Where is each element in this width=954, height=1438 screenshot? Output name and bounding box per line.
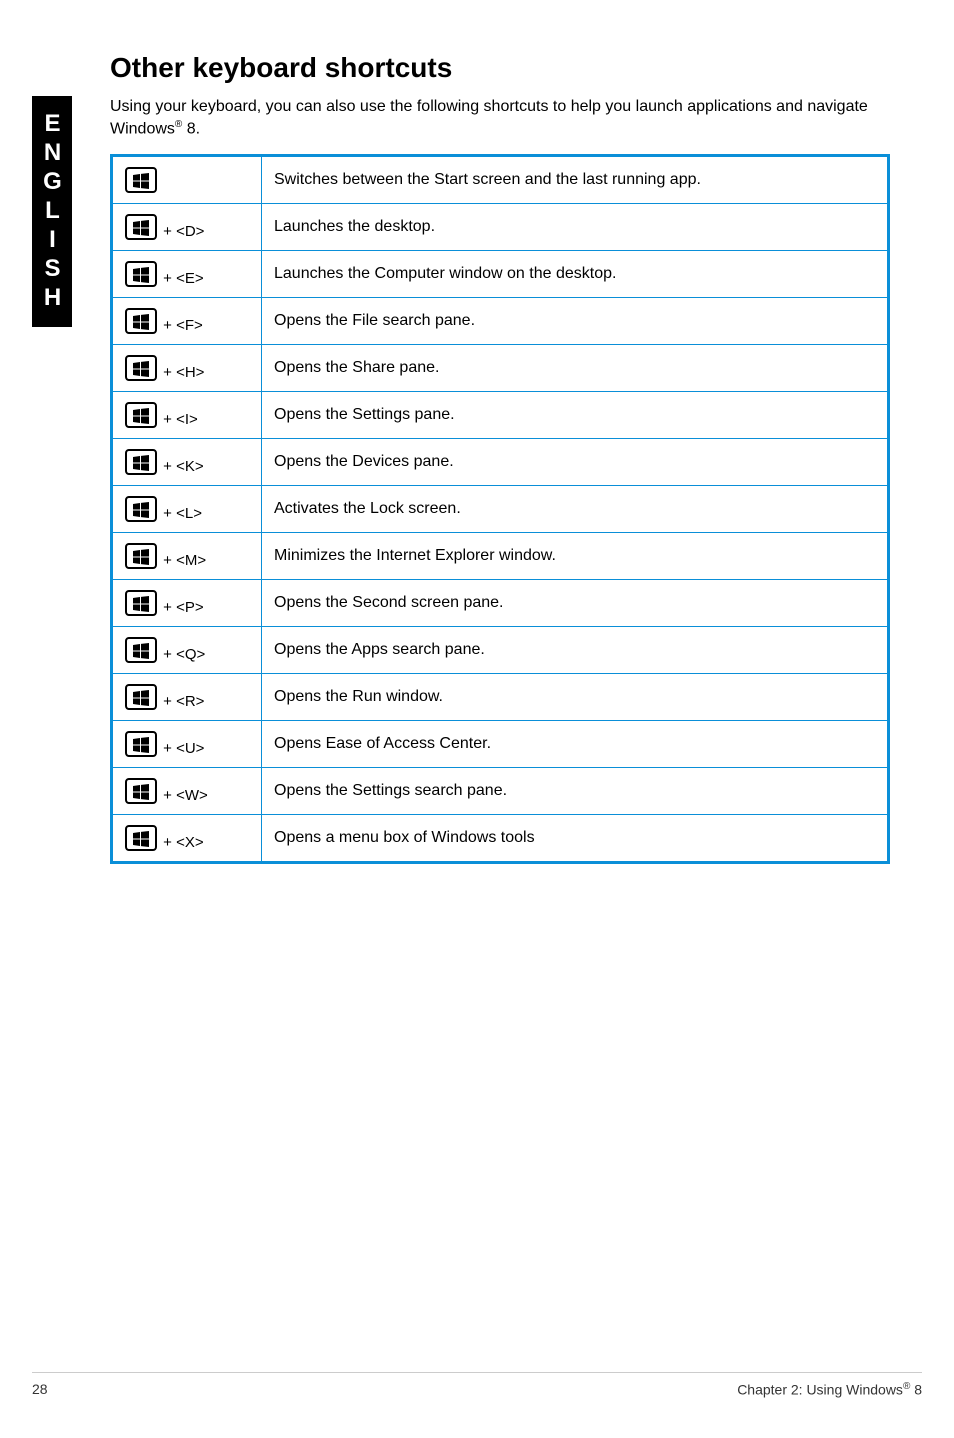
page-number: 28: [32, 1381, 48, 1398]
description-cell: Opens the Run window.: [262, 673, 889, 720]
shortcut-cell: + <K>: [112, 438, 262, 485]
key-combo-text: + <U>: [159, 740, 204, 757]
description-cell: Opens the File search pane.: [262, 297, 889, 344]
shortcut-cell: + <W>: [112, 767, 262, 814]
windows-key-icon: [125, 496, 157, 522]
key-combo-text: + <L>: [159, 505, 202, 522]
key-combo-text: + <H>: [159, 364, 204, 381]
windows-key-icon: [125, 449, 157, 475]
description-cell: Opens a menu box of Windows tools: [262, 814, 889, 862]
windows-key-icon: [125, 402, 157, 428]
description-cell: Switches between the Start screen and th…: [262, 155, 889, 203]
description-cell: Activates the Lock screen.: [262, 485, 889, 532]
intro-paragraph: Using your keyboard, you can also use th…: [110, 96, 890, 140]
shortcut-cell: + <D>: [112, 203, 262, 250]
windows-key-icon: [125, 825, 157, 851]
key-combo-text: + <K>: [159, 458, 204, 475]
windows-key-icon: [125, 214, 157, 240]
chapter-suffix: 8: [910, 1382, 922, 1398]
windows-key-icon: [125, 543, 157, 569]
shortcut-cell: + <U>: [112, 720, 262, 767]
key-combo-text: + <Q>: [159, 646, 205, 663]
shortcut-cell: + <L>: [112, 485, 262, 532]
description-cell: Opens the Settings search pane.: [262, 767, 889, 814]
shortcut-cell: [112, 155, 262, 203]
description-cell: Opens the Settings pane.: [262, 391, 889, 438]
table-row: Switches between the Start screen and th…: [112, 155, 889, 203]
table-row: + <R> Opens the Run window.: [112, 673, 889, 720]
description-cell: Opens the Devices pane.: [262, 438, 889, 485]
shortcut-cell: + <P>: [112, 579, 262, 626]
table-row: + <H> Opens the Share pane.: [112, 344, 889, 391]
windows-key-icon: [125, 731, 157, 757]
shortcut-cell: + <F>: [112, 297, 262, 344]
description-cell: Launches the Computer window on the desk…: [262, 250, 889, 297]
intro-text: Using your keyboard, you can also use th…: [110, 98, 868, 137]
shortcut-cell: + <I>: [112, 391, 262, 438]
shortcuts-table: Switches between the Start screen and th…: [110, 154, 890, 864]
table-row: + <U> Opens Ease of Access Center.: [112, 720, 889, 767]
windows-key-icon: [125, 167, 157, 193]
chapter-label: Chapter 2: Using Windows® 8: [737, 1381, 922, 1398]
table-row: + <D> Launches the desktop.: [112, 203, 889, 250]
key-combo-text: + <M>: [159, 552, 206, 569]
shortcut-cell: + <R>: [112, 673, 262, 720]
windows-key-icon: [125, 308, 157, 334]
key-combo-text: + <X>: [159, 834, 204, 851]
page-footer: 28 Chapter 2: Using Windows® 8: [32, 1372, 922, 1398]
windows-key-icon: [125, 590, 157, 616]
description-cell: Minimizes the Internet Explorer window.: [262, 532, 889, 579]
description-cell: Opens the Share pane.: [262, 344, 889, 391]
windows-key-icon: [125, 355, 157, 381]
table-row: + <Q> Opens the Apps search pane.: [112, 626, 889, 673]
description-cell: Opens the Apps search pane.: [262, 626, 889, 673]
section-heading: Other keyboard shortcuts: [110, 52, 890, 84]
shortcut-cell: + <H>: [112, 344, 262, 391]
table-row: + <F> Opens the File search pane.: [112, 297, 889, 344]
windows-key-icon: [125, 778, 157, 804]
chapter-prefix: Chapter 2: Using Windows: [737, 1382, 903, 1398]
description-cell: Opens the Second screen pane.: [262, 579, 889, 626]
windows-key-icon: [125, 637, 157, 663]
table-row: + <E> Launches the Computer window on the…: [112, 250, 889, 297]
key-combo-text: + <E>: [159, 270, 204, 287]
intro-suffix: 8.: [182, 120, 200, 137]
windows-key-icon: [125, 684, 157, 710]
page-content: Other keyboard shortcuts Using your keyb…: [110, 52, 890, 864]
shortcut-cell: + <E>: [112, 250, 262, 297]
table-row: + <P> Opens the Second screen pane.: [112, 579, 889, 626]
table-row: + <W> Opens the Settings search pane.: [112, 767, 889, 814]
table-row: + <L> Activates the Lock screen.: [112, 485, 889, 532]
table-row: + <K> Opens the Devices pane.: [112, 438, 889, 485]
key-combo-text: + <W>: [159, 787, 208, 804]
key-combo-text: + <P>: [159, 599, 204, 616]
shortcut-cell: + <X>: [112, 814, 262, 862]
shortcut-cell: + <Q>: [112, 626, 262, 673]
key-combo-text: + <F>: [159, 317, 203, 334]
table-row: + <I> Opens the Settings pane.: [112, 391, 889, 438]
language-tab: ENGLISH: [32, 96, 72, 327]
table-row: + <X> Opens a menu box of Windows tools: [112, 814, 889, 862]
table-row: + <M> Minimizes the Internet Explorer win…: [112, 532, 889, 579]
description-cell: Launches the desktop.: [262, 203, 889, 250]
key-combo-text: + <D>: [159, 223, 204, 240]
description-cell: Opens Ease of Access Center.: [262, 720, 889, 767]
shortcut-cell: + <M>: [112, 532, 262, 579]
windows-key-icon: [125, 261, 157, 287]
key-combo-text: + <R>: [159, 693, 204, 710]
key-combo-text: + <I>: [159, 411, 198, 428]
